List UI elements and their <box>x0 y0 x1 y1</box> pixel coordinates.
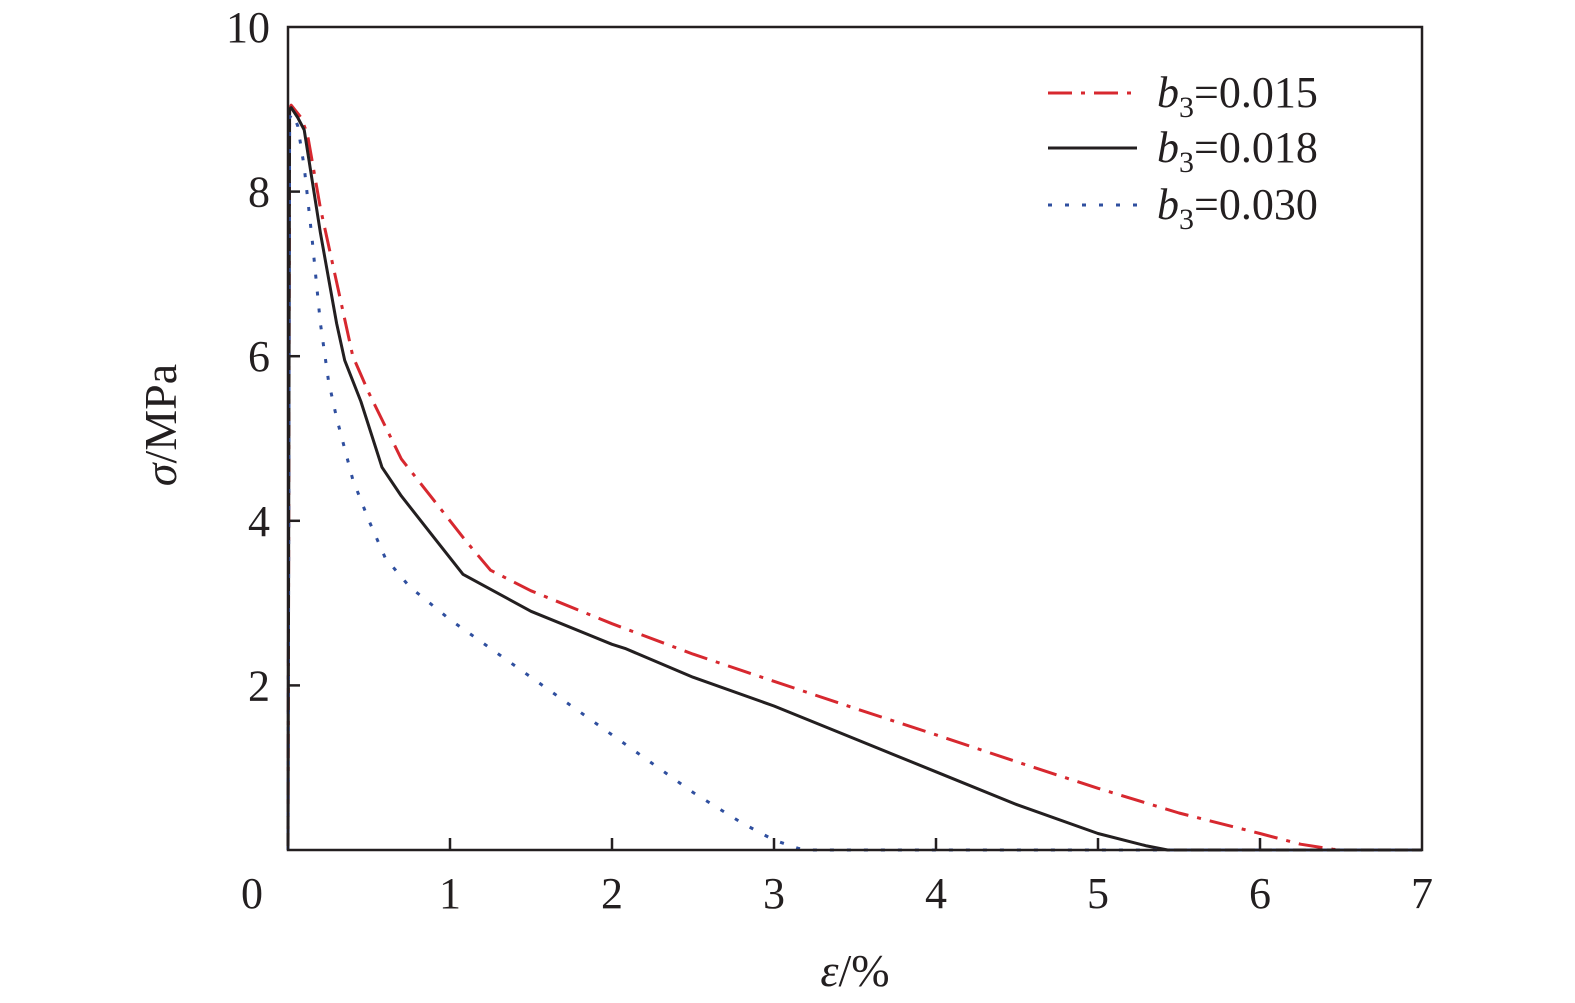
x-tick-label: 6 <box>1249 869 1271 918</box>
series-line-0 <box>286 103 1422 852</box>
y-tick-label: 10 <box>226 3 270 52</box>
y-tick-label: 2 <box>248 661 270 710</box>
series-lines <box>286 103 1422 852</box>
legend-label-2: b3=0.030 <box>1157 180 1318 236</box>
x-axis-unit: /% <box>839 945 890 996</box>
series-line-2 <box>286 111 1422 852</box>
legend-label-0: b3=0.015 <box>1157 68 1318 124</box>
x-tick-label: 2 <box>601 869 623 918</box>
y-axis-unit: /MPa <box>135 364 186 464</box>
x-tick-label: 3 <box>763 869 785 918</box>
x-tick-label: 7 <box>1411 869 1433 918</box>
axis-ticks <box>288 190 1262 850</box>
y-axis-symbol: σ <box>135 461 186 486</box>
y-axis-label: σ/MPa <box>135 364 186 486</box>
y-tick-label: 4 <box>248 497 270 546</box>
y-tick-label: 6 <box>248 332 270 381</box>
tick-labels: 1 2 3 4 5 6 7 2 4 6 8 10 <box>226 3 1433 918</box>
origin-label: 0 <box>241 869 263 918</box>
x-tick-label: 5 <box>1087 869 1109 918</box>
x-axis-label: ε/% <box>820 945 889 996</box>
x-tick-label: 1 <box>439 869 461 918</box>
legend: b3=0.015 b3=0.018 b3=0.030 <box>1048 68 1318 236</box>
y-tick-label: 8 <box>248 168 270 217</box>
x-tick-label: 4 <box>925 869 947 918</box>
series-line-1 <box>286 106 1422 852</box>
plot-frame <box>286 25 1424 852</box>
x-axis-symbol: ε <box>820 945 839 996</box>
legend-label-1: b3=0.018 <box>1157 123 1318 179</box>
